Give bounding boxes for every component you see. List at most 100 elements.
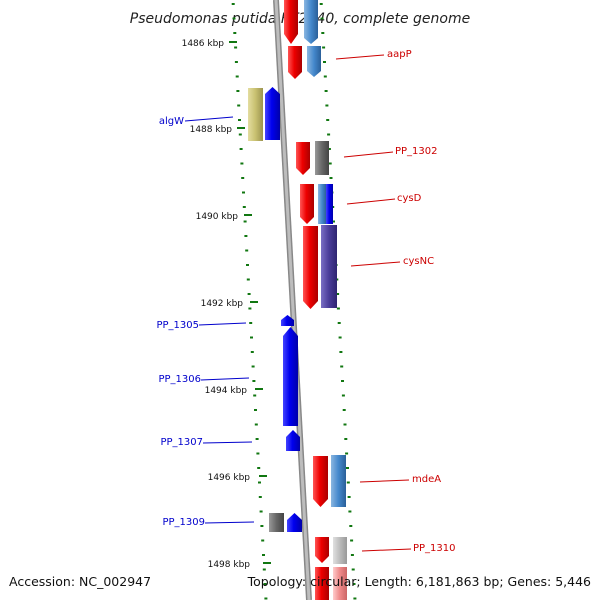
tick-label: 1492 kbp	[201, 299, 244, 309]
outer-track-dot	[353, 597, 357, 600]
gene-cysD-lightblue[interactable]	[318, 184, 326, 224]
tick-1488: 1488 kbp	[190, 125, 245, 135]
inner-track-dot	[254, 409, 257, 411]
gene-cysNC-red[interactable]	[303, 226, 318, 309]
gene-PP_1309-gray[interactable]	[269, 513, 284, 532]
label-leader	[346, 198, 396, 205]
gene-aapP-red[interactable]	[288, 46, 302, 79]
inner-track-dot	[250, 351, 254, 353]
inner-track-dot	[250, 336, 253, 339]
gene-label-text: PP_1309	[162, 517, 205, 528]
gene-label-text: PP_1307	[160, 437, 203, 448]
outer-track-dot	[337, 322, 341, 324]
gene-mdeA-lightblue[interactable]	[331, 455, 346, 507]
label-PP_1307[interactable]: PP_1307	[160, 437, 253, 448]
inner-track-dot	[237, 104, 241, 107]
inner-track-dot	[236, 90, 240, 92]
gene-PP_1310-lightgray[interactable]	[333, 537, 347, 564]
inner-track-dot	[245, 249, 249, 252]
gene-bottom-red[interactable]	[315, 567, 329, 600]
gene-PP_1302-red[interactable]	[296, 142, 310, 175]
inner-track-dot	[239, 148, 243, 150]
gene-label-text: cysD	[397, 193, 422, 204]
inner-track-dot	[238, 133, 242, 136]
label-cysNC[interactable]: cysNC	[350, 256, 434, 267]
inner-track-dot	[247, 293, 251, 295]
gene-PP_1306[interactable]	[283, 327, 298, 426]
tick-label: 1490 kbp	[196, 212, 239, 222]
gene-label-text: PP_1310	[413, 543, 456, 554]
label-PP_1310[interactable]: PP_1310	[361, 543, 456, 554]
outer-track-dot	[350, 554, 354, 556]
label-cysD[interactable]: cysD	[346, 193, 422, 205]
outer-track-dot	[320, 17, 324, 20]
label-PP_1309[interactable]: PP_1309	[162, 517, 255, 528]
outer-track-dot	[344, 438, 348, 440]
gene-label-text: aapP	[387, 49, 412, 60]
inner-track-dot	[255, 438, 259, 440]
inner-track-dot	[246, 264, 249, 266]
inner-track-dot	[253, 394, 257, 397]
gene-PP_1310-red[interactable]	[315, 537, 329, 563]
label-PP_1305[interactable]: PP_1305	[156, 320, 247, 331]
gene-top-red-1[interactable]	[284, 0, 298, 44]
gene-PP_1309-blue[interactable]	[287, 513, 302, 532]
inner-track-dot	[234, 61, 238, 63]
inner-track-dot	[234, 46, 238, 49]
tick-1492: 1492 kbp	[201, 299, 258, 309]
tick-label: 1498 kbp	[208, 560, 251, 570]
tick-label: 1486 kbp	[182, 39, 225, 49]
label-PP_1306[interactable]: PP_1306	[158, 374, 250, 385]
inner-track-dot	[251, 365, 255, 368]
outer-track-dot	[319, 3, 323, 5]
outer-track-dot	[343, 423, 347, 426]
outer-track-dot	[345, 452, 349, 455]
gene-cysNC-indigo[interactable]	[321, 225, 337, 308]
outer-track-dot	[341, 394, 345, 397]
track-dots	[231, 3, 357, 600]
outer-track-dot	[323, 61, 326, 63]
inner-track-dot	[264, 597, 268, 600]
inner-track-dot	[231, 3, 235, 5]
inner-track-dot	[262, 554, 265, 556]
outer-track-dot	[341, 380, 344, 382]
topology-text: Topology: circular; Length: 6,181,863 bp…	[247, 574, 591, 589]
gene-top-lightblue-1[interactable]	[304, 0, 318, 44]
inner-track-dot	[244, 235, 248, 237]
inner-track-dot	[241, 177, 245, 179]
tick-1490: 1490 kbp	[196, 212, 252, 222]
gene-mdeA-red[interactable]	[313, 456, 328, 507]
inner-track-dot	[246, 278, 250, 281]
outer-track-dot	[322, 46, 326, 49]
label-leader	[343, 151, 394, 158]
outer-track-dot	[347, 496, 351, 498]
label-PP_1302[interactable]: PP_1302	[343, 146, 438, 158]
outer-track-dot	[349, 525, 353, 527]
outer-track-dot	[342, 409, 346, 411]
inner-track-dot	[257, 467, 261, 469]
label-leader	[359, 479, 410, 483]
label-mdeA[interactable]: mdeA	[359, 474, 441, 485]
gene-PP_1302-gray[interactable]	[315, 141, 329, 175]
inner-track-dot	[249, 322, 253, 324]
gene-PP_1305[interactable]	[281, 315, 294, 326]
label-aapP[interactable]: aapP	[335, 49, 412, 60]
gene-label-text: mdeA	[412, 474, 441, 485]
gene-PP_1307[interactable]	[286, 430, 300, 451]
gene-cysD-blue[interactable]	[326, 184, 333, 224]
gene-algW-olive[interactable]	[248, 88, 263, 141]
gene-cysD-red[interactable]	[300, 184, 314, 224]
inner-track-dot	[233, 32, 237, 34]
label-leader	[204, 521, 255, 524]
gene-aapP-lightblue[interactable]	[307, 46, 321, 77]
inner-track-dot	[258, 496, 262, 498]
gene-algW-blue[interactable]	[265, 87, 280, 140]
inner-track-dot	[258, 481, 261, 484]
backbone	[274, 0, 311, 600]
inner-track-dot	[261, 539, 265, 542]
label-algW[interactable]: algW	[159, 116, 234, 127]
outer-track-dot	[336, 307, 340, 310]
accession-text: Accession: NC_002947	[9, 574, 151, 589]
outer-track-dot	[332, 220, 335, 223]
gene-bottom-lightred[interactable]	[333, 567, 347, 600]
